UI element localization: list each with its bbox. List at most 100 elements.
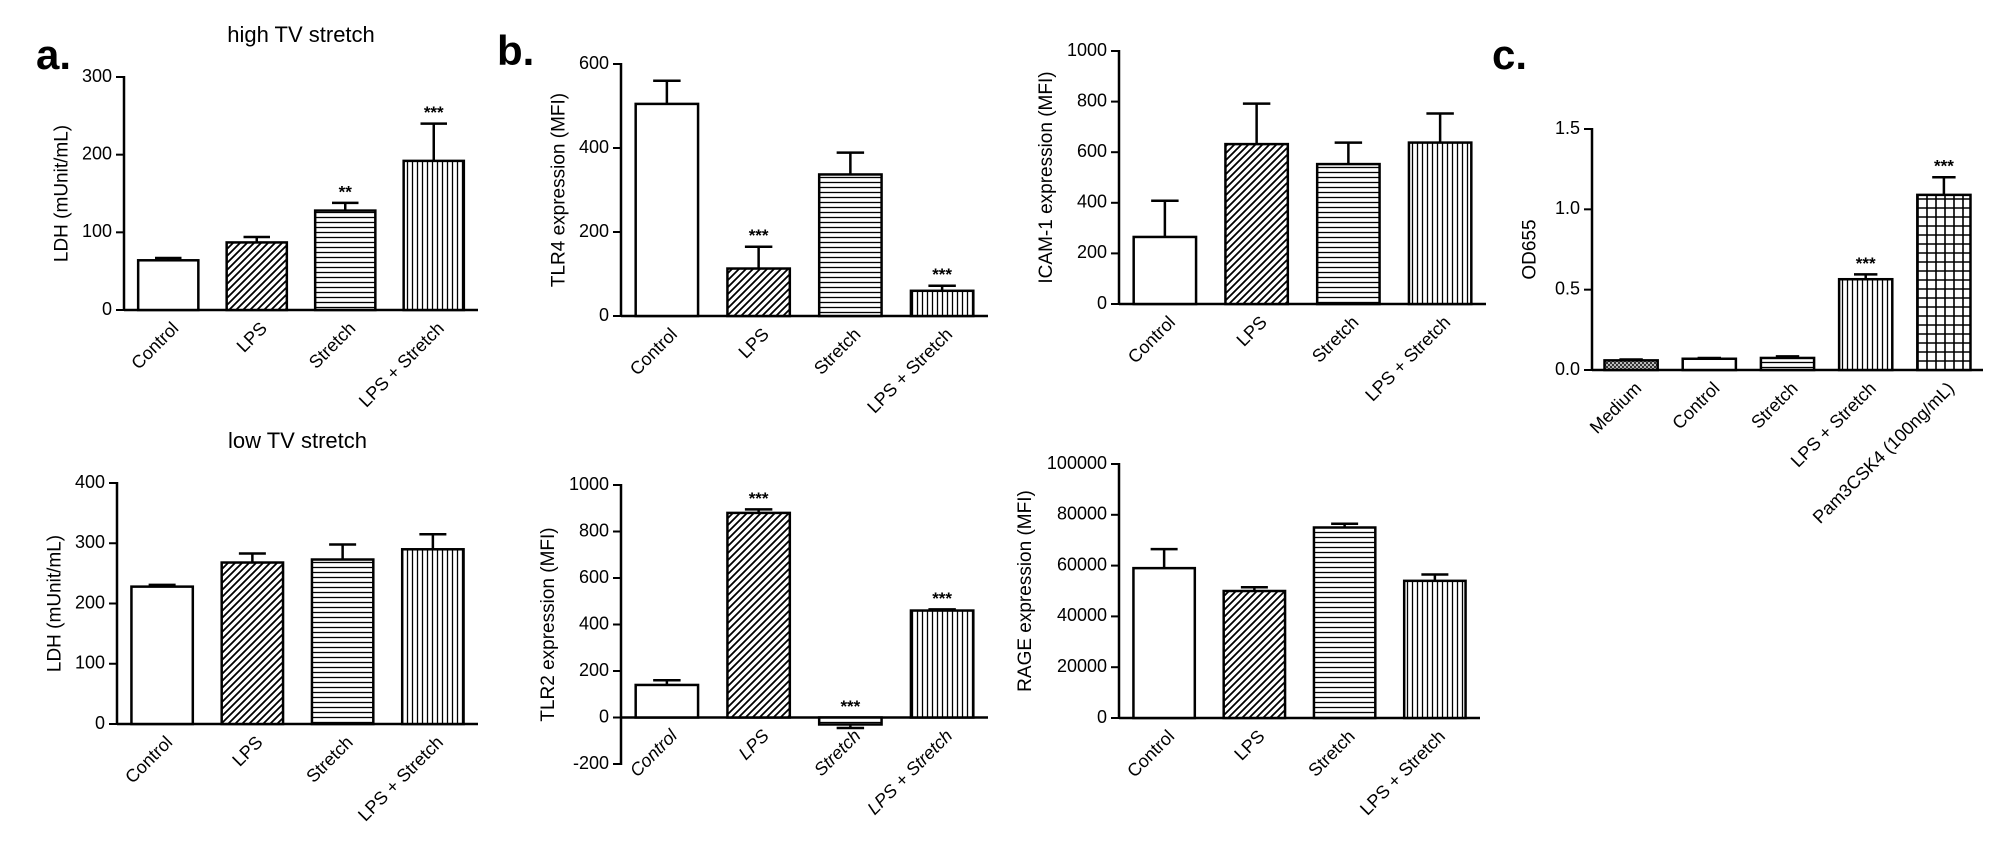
y-tick-label: 0.0 (1555, 359, 1580, 379)
bar (225, 241, 289, 312)
error-bar (928, 284, 956, 291)
y-tick-label: 800 (1077, 90, 1107, 110)
significance: *** (840, 697, 860, 716)
x-tick-label: LPS + Stretch (1356, 726, 1449, 819)
y-tick-label: 800 (579, 520, 609, 540)
chart-title: low TV stretch (228, 428, 367, 453)
bar (400, 548, 465, 726)
y-tick-label: 0 (102, 299, 112, 319)
y-tick-label: 400 (579, 613, 609, 633)
bar (1312, 526, 1377, 720)
x-tick-label: LPS (1230, 726, 1268, 764)
bar (220, 561, 285, 726)
y-tick-label: 600 (579, 567, 609, 587)
bar (1315, 162, 1381, 306)
bar (1603, 359, 1659, 372)
y-axis-label: TLR2 expression (MFI) (538, 527, 559, 721)
y-tick-label: 1000 (1067, 40, 1107, 60)
x-tick-label: Stretch (1304, 726, 1358, 780)
x-tick-label: Stretch (1308, 312, 1362, 366)
panel-label: a. (36, 31, 71, 78)
error-bar (1932, 175, 1956, 195)
bar (817, 716, 883, 726)
error-bar (148, 583, 176, 587)
x-tick-label: LPS + Stretch (863, 324, 956, 417)
error-bar (1334, 141, 1363, 165)
x-tick-label: Control (1124, 312, 1179, 367)
y-axis-label: RAGE expression (MFI) (1015, 490, 1036, 692)
y-tick-label: 600 (1077, 141, 1107, 161)
y-tick-label: 100000 (1047, 453, 1107, 473)
x-tick-label: Medium (1586, 378, 1645, 437)
x-tick-label: LPS + Stretch (1361, 312, 1454, 405)
x-tick-label: Control (127, 318, 182, 373)
y-tick-label: 80000 (1057, 504, 1107, 524)
error-bar (744, 508, 773, 513)
bar (1759, 356, 1816, 372)
y-axis-label: ICAM-1 expression (MFI) (1036, 71, 1057, 283)
x-tick-label: LPS (233, 318, 271, 356)
x-tick-label: Control (626, 324, 681, 379)
panel-label: b. (497, 27, 534, 74)
error-bar (1775, 355, 1800, 358)
bar (130, 585, 195, 726)
y-tick-label: 60000 (1057, 554, 1107, 574)
x-tick-label: Control (121, 732, 176, 787)
y-tick-label: 200 (75, 592, 105, 612)
y-tick-label: 20000 (1057, 656, 1107, 676)
significance: *** (749, 489, 769, 508)
y-tick-label: 400 (1077, 192, 1107, 212)
bar (726, 511, 792, 719)
y-tick-label: 200 (579, 660, 609, 680)
bar (1916, 193, 1972, 372)
x-tick-label: Control (1668, 378, 1723, 433)
x-tick-label: Control (1123, 726, 1178, 781)
x-tick-label: LPS (735, 324, 773, 362)
significance: *** (424, 103, 444, 122)
y-tick-label: 200 (82, 143, 112, 163)
y-axis-label: OD655 (1520, 219, 1541, 279)
error-bar (1240, 585, 1268, 591)
bar (313, 209, 377, 312)
y-tick-label: 0.5 (1555, 278, 1580, 298)
bar (310, 558, 375, 726)
x-tick-label: LPS + Stretch (354, 732, 447, 825)
error-bar (243, 235, 270, 243)
x-tick-label: LPS + Stretch (355, 318, 448, 411)
x-tick-label: Stretch (1747, 378, 1801, 432)
x-tick-label: Stretch (810, 324, 864, 378)
x-tick-label: Control (626, 725, 682, 781)
y-tick-label: 300 (75, 532, 105, 552)
significance: *** (932, 589, 952, 608)
error-bar (1242, 102, 1271, 145)
y-axis-label: LDH (mUnit/mL) (45, 535, 66, 672)
significance: *** (749, 226, 769, 245)
bar (634, 102, 700, 318)
y-tick-label: 600 (579, 53, 609, 73)
bar (634, 683, 700, 719)
bar (817, 173, 883, 318)
error-bar (1426, 112, 1454, 143)
bar (1407, 141, 1473, 306)
y-tick-label: 100 (82, 221, 112, 241)
y-tick-label: 0 (1097, 707, 1107, 727)
x-tick-label: Pam3CSK4 (100ng/mL) (1809, 378, 1958, 527)
bar (136, 259, 200, 312)
error-bar (1697, 356, 1721, 360)
error-bar (928, 608, 956, 611)
error-bar (329, 543, 357, 560)
y-tick-label: 1000 (569, 474, 609, 494)
y-tick-label: 40000 (1057, 605, 1107, 625)
error-bar (1421, 573, 1449, 581)
significance: *** (932, 265, 952, 284)
error-bar (836, 151, 865, 175)
x-tick-label: LPS (735, 726, 773, 764)
error-bar (1331, 522, 1359, 528)
error-bar (744, 245, 773, 269)
error-bar (836, 724, 865, 730)
y-tick-label: 0 (599, 305, 609, 325)
error-bar (420, 122, 447, 161)
bar (1224, 142, 1290, 306)
significance: ** (339, 182, 353, 201)
